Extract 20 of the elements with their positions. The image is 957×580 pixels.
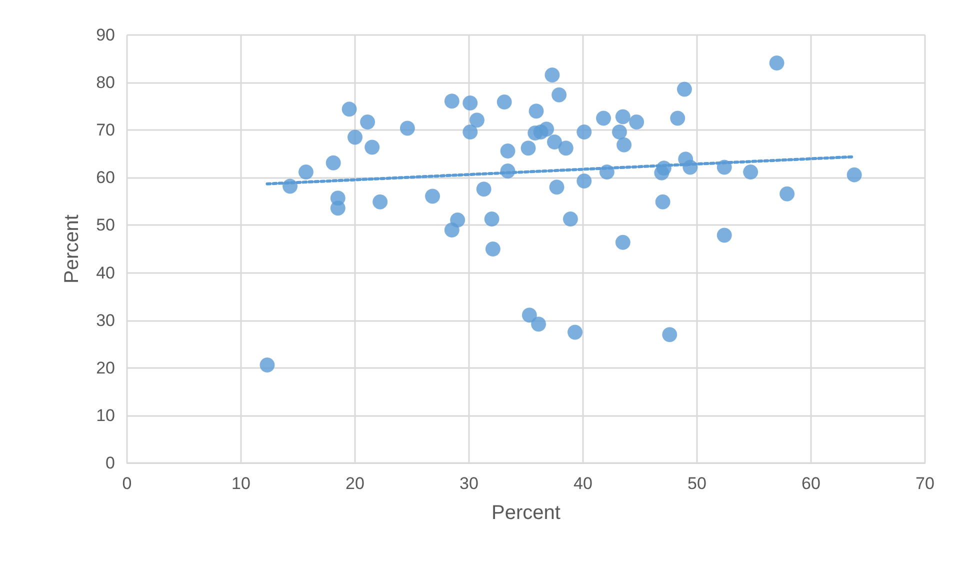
y-tick-label: 0	[106, 454, 115, 472]
x-tick-label: 30	[460, 474, 478, 493]
x-tick-label: 0	[122, 474, 132, 493]
y-tick-label: 20	[96, 358, 115, 378]
y-tick-label: 70	[96, 120, 115, 140]
x-tick-label: 60	[802, 474, 820, 493]
y-tick-label: 60	[96, 168, 115, 188]
x-tick-label: 40	[574, 474, 592, 493]
x-tick-label: 10	[232, 474, 250, 493]
y-tick-label: 30	[96, 310, 115, 330]
y-tick-label: 50	[96, 216, 115, 235]
x-tick-label: 70	[916, 474, 934, 493]
y-tick-label: 10	[96, 406, 115, 425]
y-tick-label: 40	[96, 263, 115, 282]
y-axis-title: Percent	[61, 214, 83, 284]
y-tick-label: 90	[96, 26, 115, 44]
x-tick-label: 50	[688, 474, 706, 493]
y-tick-label: 80	[96, 73, 115, 92]
x-tick-label: 20	[346, 474, 364, 493]
x-axis-title: Percent	[492, 502, 561, 524]
